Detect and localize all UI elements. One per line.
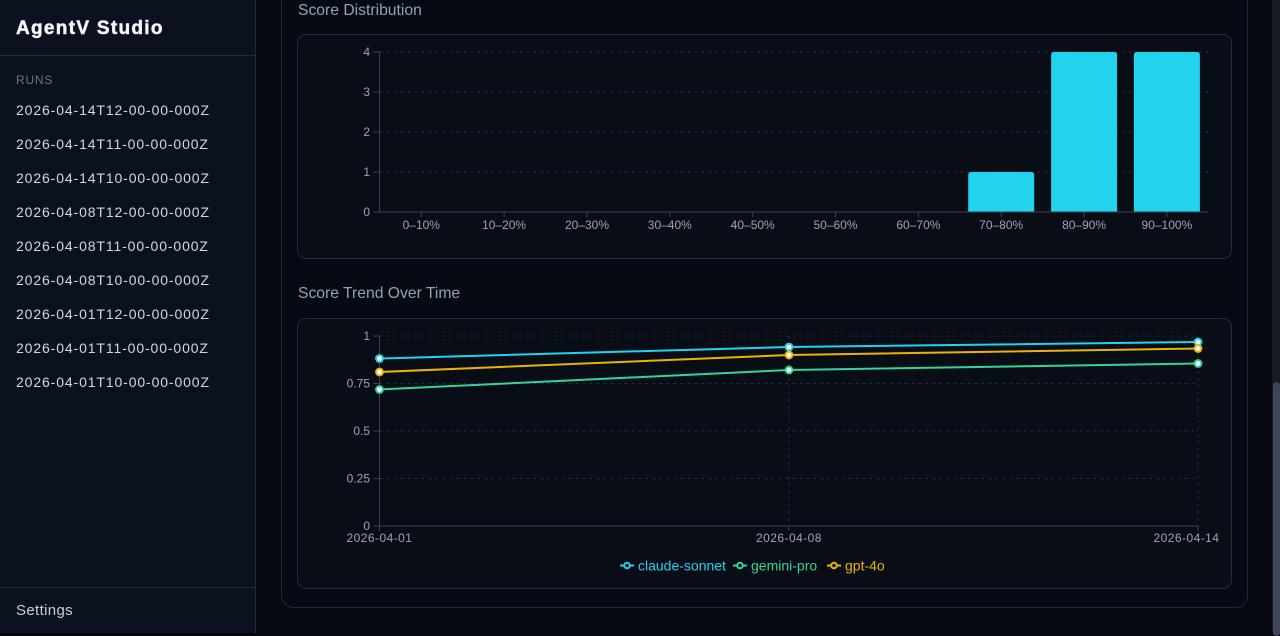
svg-text:4: 4 (363, 45, 370, 59)
svg-text:2026-04-01: 2026-04-01 (347, 531, 413, 545)
svg-text:60–70%: 60–70% (896, 218, 940, 232)
svg-text:80–90%: 80–90% (1062, 218, 1106, 232)
svg-text:0: 0 (363, 519, 370, 533)
svg-text:30–40%: 30–40% (648, 218, 692, 232)
svg-text:90–100%: 90–100% (1142, 218, 1193, 232)
svg-text:10–20%: 10–20% (482, 218, 526, 232)
svg-text:0–10%: 0–10% (403, 218, 441, 232)
svg-text:70–80%: 70–80% (979, 218, 1023, 232)
svg-text:2026-04-14: 2026-04-14 (1154, 531, 1220, 545)
svg-text:claude-sonnet: claude-sonnet (638, 558, 726, 574)
svg-text:1: 1 (363, 165, 370, 179)
svg-text:3: 3 (363, 85, 370, 99)
svg-text:gpt-4o: gpt-4o (845, 558, 885, 574)
svg-text:gemini-pro: gemini-pro (751, 558, 817, 574)
svg-text:0.5: 0.5 (353, 424, 370, 438)
svg-text:2026-04-08: 2026-04-08 (756, 531, 822, 545)
svg-text:50–60%: 50–60% (813, 218, 857, 232)
svg-text:2: 2 (363, 125, 370, 139)
svg-text:20–30%: 20–30% (565, 218, 609, 232)
svg-text:0.75: 0.75 (347, 377, 371, 391)
svg-text:0: 0 (363, 205, 370, 219)
svg-text:40–50%: 40–50% (731, 218, 775, 232)
svg-text:0.25: 0.25 (347, 472, 371, 486)
svg-text:1: 1 (363, 329, 370, 343)
